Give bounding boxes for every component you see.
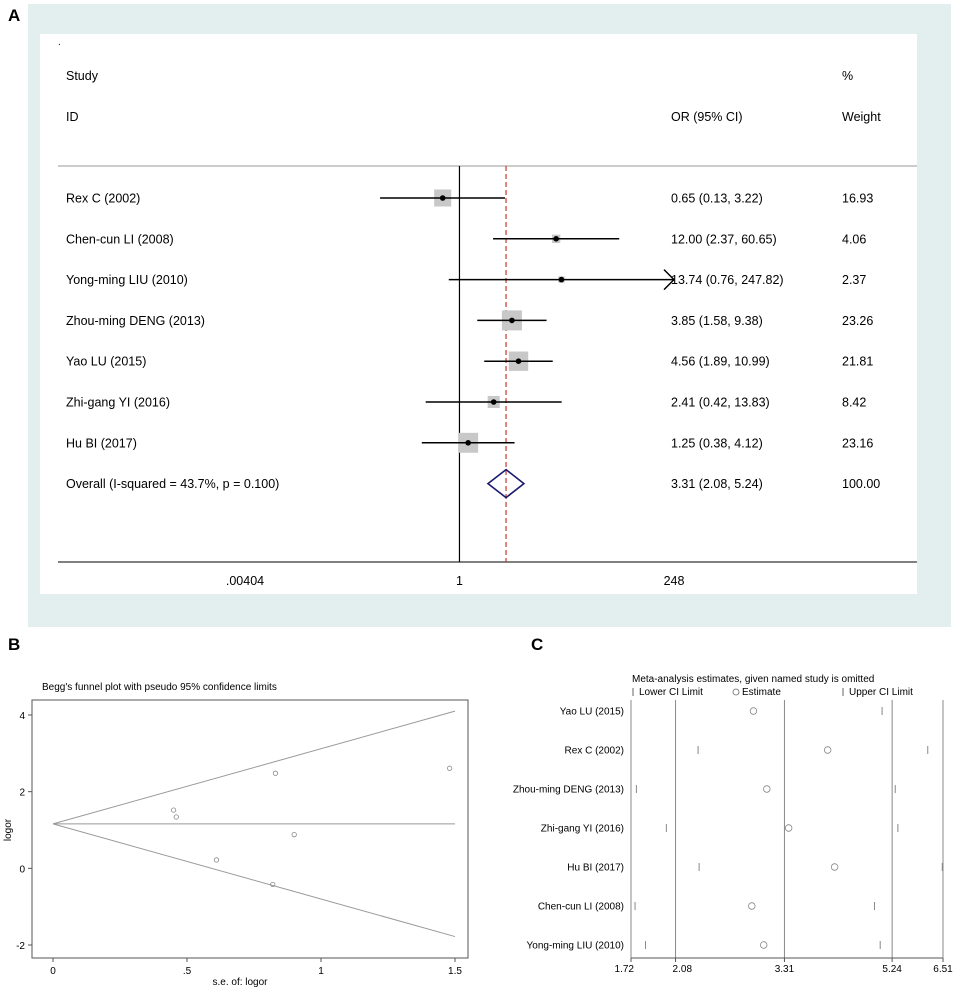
- legend-upper-label: Upper CI Limit: [849, 687, 913, 698]
- y-axis-title: logor: [3, 818, 14, 841]
- study-weight: 21.81: [842, 355, 873, 369]
- plot-dot: .: [58, 37, 61, 48]
- x-tick-label: 3.31: [775, 964, 795, 975]
- study-ci-text: 2.41 (0.42, 13.83): [671, 396, 770, 410]
- x-tick-label: .00404: [226, 574, 264, 588]
- study-ci-text: 0.65 (0.13, 3.22): [671, 192, 763, 206]
- study-point: [171, 807, 177, 813]
- estimate-mark: [749, 707, 758, 715]
- estimate-mark: [763, 785, 771, 793]
- study-label: Zhou-ming DENG (2013): [66, 314, 205, 328]
- estimate-mark: [784, 824, 793, 832]
- x-axis-title: s.e. of: logor: [212, 977, 268, 988]
- panel-b-label: B: [8, 635, 21, 654]
- study-weight: 23.26: [842, 314, 873, 328]
- study-point: [270, 881, 276, 888]
- overall-ci-text: 3.31 (2.08, 5.24): [671, 477, 763, 491]
- study-label: Chen-cun LI (2008): [538, 902, 624, 913]
- x-tick-label: 1: [456, 574, 463, 588]
- x-tick-label: 6.51: [933, 964, 953, 975]
- lower-pseudo-limit: [52, 823, 456, 938]
- x-tick-label: 1.72: [615, 964, 635, 975]
- study-label: Rex C (2002): [66, 192, 140, 206]
- study-ci-text: 12.00 (2.37, 60.65): [671, 232, 777, 246]
- point-estimate: [439, 195, 446, 201]
- upper-pseudo-limit: [52, 710, 456, 825]
- point-estimate: [553, 236, 559, 242]
- study-label: Hu BI (2017): [567, 863, 624, 874]
- study-weight: 23.16: [842, 436, 873, 450]
- panel-a-label: A: [8, 6, 21, 25]
- x-tick-label: 248: [664, 574, 685, 588]
- legend-lower-label: Lower CI Limit: [639, 687, 703, 698]
- forest-plot-area: [40, 34, 917, 594]
- header-ci: OR (95% CI): [671, 110, 743, 124]
- study-label: Hu BI (2017): [66, 436, 137, 450]
- study-label: Yao LU (2015): [66, 355, 146, 369]
- point-estimate: [465, 440, 471, 446]
- point-estimate: [490, 399, 497, 405]
- x-tick-label: .5: [183, 966, 192, 977]
- study-ci-text: 3.85 (1.58, 9.38): [671, 314, 763, 328]
- study-weight: 8.42: [842, 396, 866, 410]
- study-point: [213, 857, 220, 863]
- estimate-mark: [823, 746, 832, 754]
- overall-weight: 100.00: [842, 477, 880, 491]
- study-label: Chen-cun LI (2008): [66, 232, 174, 246]
- estimate-mark: [748, 902, 756, 910]
- study-ci-text: 1.25 (0.38, 4.12): [671, 436, 763, 450]
- study-label: Rex C (2002): [565, 746, 624, 757]
- study-label: Yong-ming LIU (2010): [527, 941, 624, 952]
- study-label: Yong-ming LIU (2010): [66, 273, 188, 287]
- study-point: [291, 831, 297, 838]
- study-label: Zhou-ming DENG (2013): [513, 785, 624, 796]
- estimate-mark: [760, 941, 768, 949]
- y-tick-label: 4: [19, 711, 25, 722]
- point-estimate: [558, 276, 565, 283]
- funnel-title: Begg's funnel plot with pseudo 95% confi…: [42, 682, 277, 693]
- header-study: Study: [66, 69, 99, 83]
- y-tick-label: -2: [16, 941, 25, 952]
- overall-label: Overall (I-squared = 43.7%, p = 0.100): [66, 477, 279, 491]
- plot-frame: [31, 699, 469, 959]
- study-weight: 2.37: [842, 273, 866, 287]
- point-estimate: [509, 317, 515, 324]
- study-label: Zhi-gang YI (2016): [541, 824, 624, 835]
- overall-diamond: [486, 468, 526, 499]
- x-tick-label: 0: [50, 966, 56, 977]
- panel-c-label: C: [531, 635, 544, 654]
- legend-estimate-mark: [732, 688, 740, 696]
- study-label: Yao LU (2015): [560, 707, 624, 718]
- study-point: [272, 770, 279, 776]
- y-tick-label: 0: [19, 864, 25, 875]
- header-id: ID: [66, 110, 79, 124]
- estimate-mark: [830, 863, 839, 871]
- y-tick-label: 2: [19, 788, 25, 799]
- x-tick-label: 2.08: [673, 964, 693, 975]
- study-ci-text: 13.74 (0.76, 247.82): [671, 273, 784, 287]
- study-weight: 16.93: [842, 192, 873, 206]
- study-weight: 4.06: [842, 232, 866, 246]
- header-weight: Weight: [842, 110, 881, 124]
- ci-arrow: [663, 269, 676, 291]
- study-point: [173, 814, 179, 820]
- header-percent: %: [842, 69, 853, 83]
- legend-estimate-label: Estimate: [742, 687, 781, 698]
- study-label: Zhi-gang YI (2016): [66, 396, 170, 410]
- x-tick-label: 1: [318, 966, 324, 977]
- x-tick-label: 1.5: [448, 966, 462, 977]
- study-ci-text: 4.56 (1.89, 10.99): [671, 355, 770, 369]
- sensitivity-title: Meta-analysis estimates, given named stu…: [632, 674, 874, 685]
- x-tick-label: 5.24: [882, 964, 902, 975]
- study-point: [447, 765, 453, 771]
- point-estimate: [515, 358, 522, 365]
